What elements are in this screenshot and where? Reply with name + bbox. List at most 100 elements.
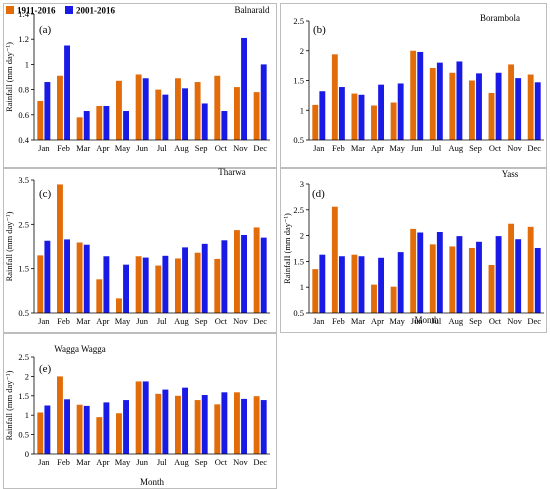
y-tick-label: 0.5	[18, 308, 29, 318]
x-tick-label: Mar	[351, 316, 365, 326]
x-axis-label: Month	[414, 315, 439, 325]
y-tick-label: 1	[300, 105, 304, 115]
chart-panels: Jan Feb Mar Apr May Jun Jul Aug Sep Oct Nov Dec 0.4 0…	[3, 3, 547, 489]
x-tick-label: Mar	[76, 316, 90, 326]
x-tick-label: Apr	[96, 316, 109, 326]
bar-2001-2016-Feb	[64, 45, 70, 140]
bar-2001-2016-Nov	[515, 78, 522, 140]
y-tick-label: 1.5	[293, 256, 304, 266]
x-tick-label: Jan	[38, 457, 50, 467]
bar-2001-2016-Dec	[260, 237, 267, 313]
x-tick-label: Aug	[174, 143, 189, 153]
bar-1911-2016-Feb	[57, 184, 63, 313]
x-tick-label: Feb	[57, 143, 70, 153]
bar-2001-2016-May	[397, 252, 404, 313]
panel-letter: (c)	[39, 188, 52, 200]
x-tick-label: Jun	[136, 143, 149, 153]
y-tick-label: 1	[25, 410, 29, 420]
bar-1911-2016-Dec	[253, 396, 260, 454]
bar-1911-2016-Jan	[312, 104, 319, 140]
bar-1911-2016-Sep	[194, 252, 201, 313]
x-tick-label: Nov	[233, 143, 248, 153]
y-tick-label: 1.5	[18, 264, 29, 274]
x-tick-label: Nov	[507, 143, 522, 153]
bar-2001-2016-Sep	[476, 73, 482, 140]
x-tick-label: Jun	[411, 143, 424, 153]
bar-2001-2016-Feb	[338, 256, 345, 313]
panel-letter: (d)	[312, 188, 325, 200]
bar-2001-2016-Jun	[142, 78, 149, 140]
x-tick-label: Dec	[527, 316, 541, 326]
x-axis-label: Month	[140, 477, 165, 487]
x-tick-label: Jul	[431, 143, 442, 153]
bar-1911-2016-Aug	[175, 395, 181, 454]
legend: 1911-2016 2001-2016	[6, 6, 115, 16]
bar-1911-2016-Nov	[234, 87, 240, 140]
bar-1911-2016-Mar	[76, 404, 83, 454]
bar-2001-2016-Oct	[221, 111, 228, 140]
bar-1911-2016-Feb	[331, 206, 338, 313]
x-tick-label: Aug	[174, 316, 189, 326]
x-tick-label: Feb	[332, 143, 345, 153]
bar-2001-2016-Jul	[436, 62, 443, 140]
bar-2001-2016-Apr	[378, 84, 385, 140]
x-tick-label: Oct	[215, 316, 228, 326]
bar-2001-2016-Dec	[260, 400, 267, 454]
bar-2001-2016-Sep	[201, 395, 208, 454]
bar-1911-2016-Sep	[194, 400, 201, 454]
bar-1911-2016-May	[116, 80, 122, 140]
legend-label-2001-2016: 2001-2016	[76, 6, 115, 16]
bar-1911-2016-Jan	[312, 269, 319, 313]
bar-2001-2016-Jul	[162, 255, 169, 313]
bar-2001-2016-Jun	[417, 51, 424, 140]
bar-2001-2016-Jul	[162, 389, 169, 454]
x-tick-label: Sep	[195, 316, 208, 326]
bar-2001-2016-Apr	[103, 105, 110, 140]
x-tick-label: Jan	[313, 143, 325, 153]
x-tick-label: Jan	[313, 316, 325, 326]
x-tick-label: Nov	[233, 457, 248, 467]
bar-1911-2016-Jan	[37, 255, 44, 313]
legend-swatch-2001-2016	[65, 6, 73, 14]
y-tick-label: 2.5	[293, 16, 304, 26]
panel-letter: (e)	[39, 363, 52, 375]
bar-2001-2016-Sep	[201, 103, 208, 140]
panel-border	[3, 168, 277, 333]
panel-border	[3, 3, 277, 168]
bar-2001-2016-Aug	[182, 88, 188, 140]
y-axis-label: Rainfall (mm day⁻¹)	[4, 211, 14, 281]
bar-1911-2016-Jun	[135, 256, 142, 313]
y-tick-label: 0.5	[293, 308, 304, 318]
bar-2001-2016-Apr	[378, 257, 385, 313]
bar-1911-2016-Nov	[234, 230, 240, 313]
bar-1911-2016-Dec	[253, 92, 260, 140]
bar-1911-2016-Aug	[175, 258, 181, 313]
bar-2001-2016-Sep	[201, 243, 208, 313]
x-tick-label: Oct	[489, 143, 502, 153]
y-axis-label: RainfaII (mm day⁻¹)	[282, 213, 292, 284]
chart-panel-a: Jan Feb Mar Apr May Jun Jul Aug Sep Oct Nov Dec 0.4 0…	[3, 3, 277, 168]
bar-2001-2016-Nov	[241, 398, 247, 454]
x-tick-label: Apr	[371, 143, 384, 153]
bar-2001-2016-Mar	[358, 256, 365, 313]
x-tick-label: Dec	[253, 316, 267, 326]
station-title: Balnarald	[235, 5, 270, 15]
x-tick-label: Feb	[57, 457, 70, 467]
y-tick-label: 0.8	[18, 85, 29, 95]
y-tick-label: 0.5	[293, 135, 304, 145]
bar-1911-2016-Aug	[449, 246, 456, 313]
bar-1911-2016-Mar	[76, 117, 83, 140]
bar-1911-2016-Nov	[234, 392, 240, 454]
x-tick-label: May	[115, 316, 131, 326]
bar-1911-2016-Apr	[371, 284, 377, 313]
x-tick-label: Apr	[96, 143, 109, 153]
x-tick-label: Dec	[253, 457, 267, 467]
bar-1911-2016-Dec	[527, 74, 534, 140]
x-tick-label: Feb	[332, 316, 345, 326]
bar-1911-2016-May	[116, 413, 122, 454]
bar-2001-2016-Jan	[44, 82, 51, 140]
bar-1911-2016-Oct	[488, 265, 495, 313]
x-tick-label: Oct	[489, 316, 502, 326]
bar-2001-2016-May	[123, 111, 129, 140]
bar-2001-2016-Dec	[534, 247, 541, 313]
